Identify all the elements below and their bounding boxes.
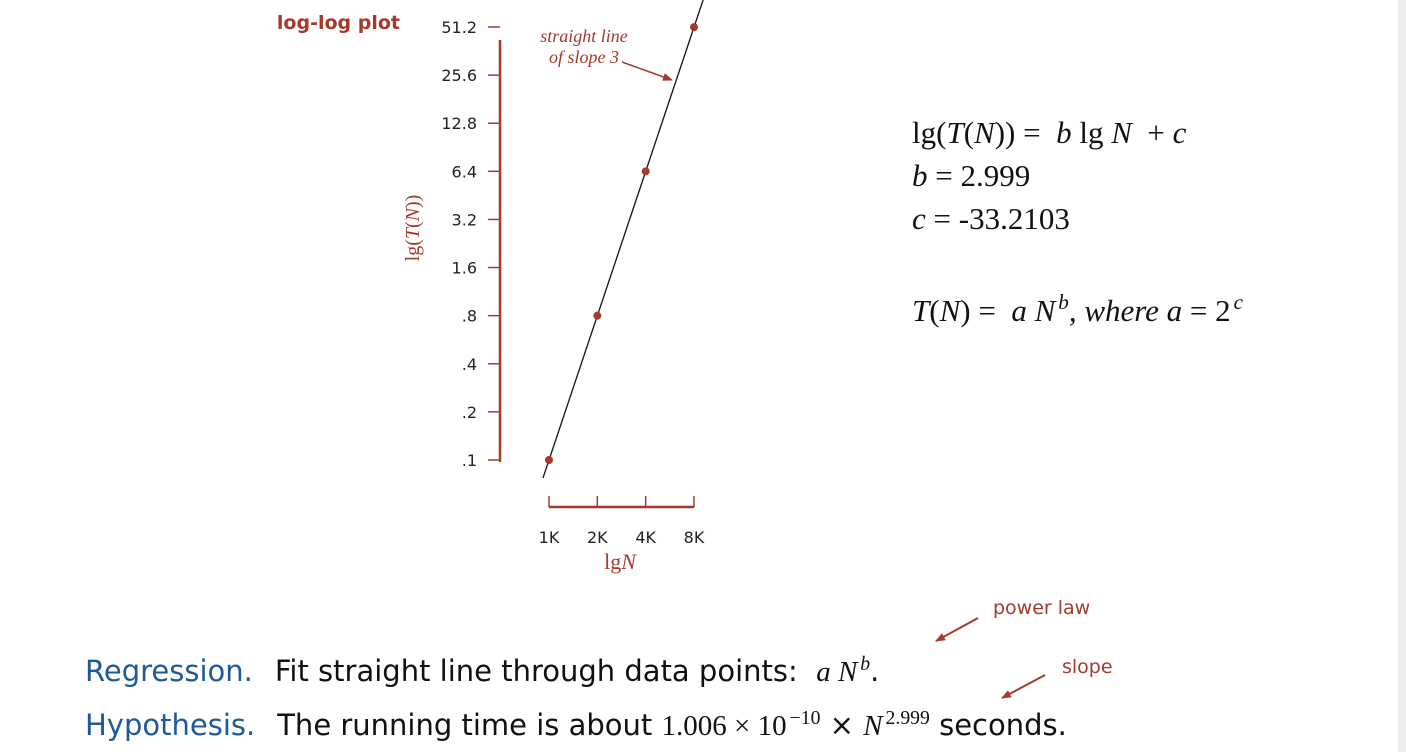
text-run: c	[1234, 290, 1244, 314]
text-run: = 2	[1182, 293, 1230, 328]
text-run: +	[1132, 115, 1173, 150]
text-run: (	[929, 293, 939, 328]
x-tick-label: 8K	[684, 528, 705, 547]
text-run: Hypothesis.	[85, 708, 255, 742]
callout: power law	[993, 597, 1090, 619]
scroll-edge	[1398, 0, 1406, 752]
x-tick-label: 1K	[539, 528, 560, 547]
callout-arrow	[935, 617, 979, 642]
text-run: ×	[820, 708, 863, 742]
text-run: b	[1058, 290, 1069, 314]
text-run: c	[912, 201, 926, 236]
note-line: Regression. Fit straight line through dat…	[85, 653, 879, 688]
text-run: Regression.	[85, 654, 253, 688]
text-run: )) =	[995, 115, 1056, 150]
text-run: =	[928, 158, 961, 193]
text-run: T	[946, 115, 966, 150]
text-run: a	[1167, 293, 1183, 328]
y-tick-label: .8	[462, 307, 477, 326]
text-run: T	[912, 293, 932, 328]
text-run: N	[1110, 115, 1134, 150]
text-run: N	[973, 115, 997, 150]
text-run: Fit straight line through data points:	[275, 654, 816, 688]
y-tick-label: 6.4	[452, 162, 477, 181]
annotation: straight line	[540, 26, 628, 46]
equation: c = -33.2103	[912, 201, 1070, 236]
text-run: .	[870, 654, 879, 688]
y-tick-label: .1	[462, 451, 477, 470]
data-point	[545, 456, 553, 464]
text-run: 1.006 × 10	[662, 710, 787, 742]
text-run: b	[912, 158, 928, 193]
data-point	[593, 311, 602, 320]
equation: b = 2.999	[912, 158, 1030, 193]
text-run: =	[926, 201, 959, 236]
annotation-arrow	[621, 61, 673, 81]
y-tick-label: .4	[462, 355, 477, 374]
text-run: lg(	[912, 115, 946, 150]
text-run: 2.999	[886, 707, 930, 729]
text-run	[831, 656, 838, 688]
y-tick-label: 12.8	[441, 114, 477, 133]
text-run: (	[964, 115, 974, 150]
text-run: lg	[1072, 115, 1112, 150]
text-run: a	[1011, 293, 1027, 328]
y-axis-label: lg(T(N))	[402, 195, 424, 262]
text-run: N	[402, 206, 424, 222]
text-run: N	[862, 710, 884, 742]
text-run: a	[816, 656, 831, 688]
fit-line	[542, 0, 704, 479]
callout-arrow	[1001, 674, 1046, 699]
text-run: , where	[1069, 293, 1167, 328]
text-run: lg	[604, 549, 621, 574]
text-run: −10	[790, 707, 821, 729]
y-tick-label: 25.6	[441, 66, 477, 85]
text-run: b	[860, 653, 870, 675]
equation: lg(T(N)) = b lg N + c	[912, 115, 1187, 150]
text-run: The running time is about	[276, 708, 661, 742]
text-run: T	[402, 226, 424, 239]
text-run: N	[620, 549, 637, 574]
text-run: b	[1056, 115, 1072, 150]
annotation: of slope 3	[549, 47, 619, 67]
x-axis-label: lgN	[604, 549, 637, 574]
y-tick-label: 51.2	[441, 18, 477, 37]
text-run: c	[1173, 115, 1187, 150]
equation-value: 2.999	[960, 158, 1030, 193]
data-point	[690, 23, 698, 32]
text-run: N	[837, 656, 859, 688]
x-tick-label: 4K	[635, 528, 656, 547]
text-run: seconds.	[930, 708, 1067, 742]
y-tick-label: 1.6	[452, 259, 477, 278]
text-run: ) =	[960, 293, 1011, 328]
y-tick-label: .2	[462, 403, 477, 422]
text-run: lg(	[402, 239, 424, 262]
equation-value: -33.2103	[959, 201, 1070, 236]
text-run: N	[939, 293, 963, 328]
callout: slope	[1062, 656, 1113, 678]
text-run: ))	[402, 195, 424, 208]
text-run: (	[402, 221, 424, 228]
note-line: Hypothesis. The running time is about 1.0…	[85, 707, 1067, 742]
text-run: N	[1034, 293, 1058, 328]
x-tick-label: 2K	[587, 528, 608, 547]
chart-title: log-log plot	[277, 12, 400, 34]
data-point	[641, 167, 650, 176]
text-run	[1027, 293, 1035, 328]
y-tick-label: 3.2	[452, 210, 477, 229]
